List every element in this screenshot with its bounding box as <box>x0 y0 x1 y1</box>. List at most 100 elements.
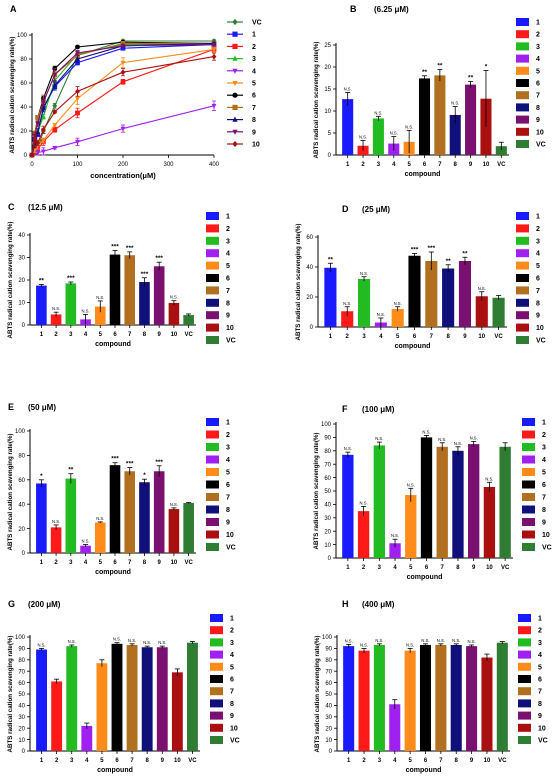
legend-swatch <box>522 543 535 551</box>
legend-swatch <box>206 336 219 344</box>
y-tick-label: 100 <box>15 635 26 641</box>
legend-swatch <box>206 236 219 245</box>
legend-label: 9 <box>230 713 234 720</box>
significance-label: N.S. <box>375 638 383 643</box>
legend-swatch <box>516 103 529 112</box>
bar-6 <box>109 254 121 325</box>
legend-label: 3 <box>538 640 542 647</box>
y-tick-label: 100 <box>322 635 333 641</box>
y-tick-label: 60 <box>18 478 25 484</box>
data-point <box>52 82 58 88</box>
y-tick-label: 90 <box>324 436 331 442</box>
legend-swatch <box>516 18 529 26</box>
legend-item: 6 <box>210 675 234 684</box>
legend-label: 2 <box>226 226 230 233</box>
bar-4 <box>81 725 93 751</box>
significance-label: * <box>485 64 488 71</box>
legend-swatch <box>206 493 219 501</box>
legend-label: 9 <box>252 129 256 136</box>
significance-label: N.S. <box>394 301 402 306</box>
significance-label: N.S. <box>96 295 104 300</box>
legend-label: 2 <box>230 628 234 635</box>
significance-label: *** <box>67 275 75 282</box>
legend-label: 5 <box>230 664 234 671</box>
data-point <box>40 138 46 144</box>
legend-item: 2 <box>516 30 540 39</box>
legend-label: VC <box>226 338 236 345</box>
x-tick-label: 1 <box>346 162 350 168</box>
legend-swatch <box>516 286 529 295</box>
y-tick-label: 70 <box>325 669 332 675</box>
x-tick-label: 9 <box>463 334 467 340</box>
x-tick-label: 2 <box>361 162 365 168</box>
legend-swatch <box>516 249 529 258</box>
legend-swatch <box>210 614 223 622</box>
y-tick-label: 90 <box>325 647 332 653</box>
x-tick-label: 4 <box>393 565 397 571</box>
legend-item: VC <box>227 18 262 27</box>
x-tick-label: 1 <box>346 565 350 571</box>
legend-marker <box>232 18 238 26</box>
legend-swatch <box>210 736 223 744</box>
data-point <box>40 113 46 119</box>
significance-label: N.S. <box>170 502 178 507</box>
y-tick-label: 10 <box>324 543 331 549</box>
y-tick-label: 40 <box>306 265 313 271</box>
significance-label: N.S. <box>406 642 414 647</box>
y-tick-label: 20 <box>20 129 27 135</box>
legend-swatch <box>518 662 531 671</box>
bar-2 <box>50 314 62 325</box>
panel-label: H <box>342 599 349 609</box>
x-tick-label: 9 <box>472 565 476 571</box>
data-point <box>35 129 41 135</box>
x-tick-label: 1 <box>347 758 351 764</box>
bar-4 <box>80 545 91 553</box>
legend: 1 2 3 4 5 6 7 8 9 10 VC <box>210 614 240 745</box>
x-tick-label: 8 <box>455 758 459 764</box>
legend-label: 4 <box>226 457 230 464</box>
x-tick-label: 6 <box>423 162 427 168</box>
panel-label: F <box>342 404 348 414</box>
y-tick-label: 100 <box>17 33 28 39</box>
x-tick-label: 7 <box>128 332 132 338</box>
x-tick-label: 7 <box>438 162 442 168</box>
legend-item: 3 <box>518 638 542 647</box>
legend-swatch <box>516 115 529 124</box>
legend-label: 6 <box>542 482 546 489</box>
x-tick-label: 3 <box>362 334 366 340</box>
legend-label: 8 <box>536 105 540 112</box>
x-axis-label: concentration(μM) <box>90 171 156 180</box>
legend-item: 6 <box>516 274 540 283</box>
legend-item: 4 <box>210 650 234 659</box>
data-point <box>52 145 58 151</box>
y-tick-label: 0 <box>22 551 26 557</box>
x-axis-label: compound <box>97 767 133 774</box>
legend-label: 10 <box>226 325 234 332</box>
legend-swatch <box>516 298 529 307</box>
bar-1 <box>342 454 354 558</box>
x-tick-label: VC <box>494 334 503 340</box>
bar-VC <box>183 315 194 325</box>
y-tick-label: 10 <box>18 738 25 744</box>
bar-VC <box>495 146 507 155</box>
significance-label: N.S. <box>345 638 353 643</box>
legend-item: 2 <box>206 430 230 439</box>
legend-swatch <box>516 66 529 75</box>
y-tick-label: 15 <box>324 87 331 93</box>
legend-item: VC <box>516 336 546 345</box>
legend-item: 10 <box>518 723 546 732</box>
legend-swatch <box>210 699 223 708</box>
legend-item: 8 <box>210 699 234 708</box>
legend-item: 9 <box>206 518 230 527</box>
legend-item: 10 <box>516 323 544 332</box>
legend-item: 7 <box>516 286 540 295</box>
legend-label: 8 <box>542 507 546 514</box>
significance-label: N.S. <box>170 295 178 300</box>
x-tick-label: 2 <box>362 758 366 764</box>
legend-label: 10 <box>536 129 544 136</box>
data-point <box>75 44 80 50</box>
legend-swatch <box>206 212 219 220</box>
x-tick-label: 8 <box>143 332 147 338</box>
legend-label: 8 <box>230 701 234 708</box>
y-tick-label: 90 <box>18 647 25 653</box>
